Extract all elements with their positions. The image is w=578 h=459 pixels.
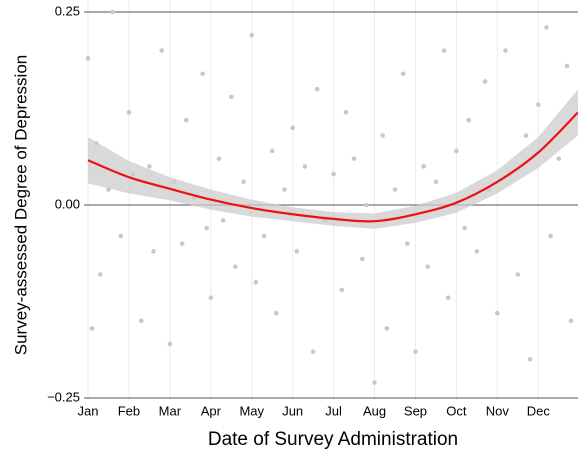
point <box>384 326 390 331</box>
point <box>482 79 488 84</box>
point <box>392 187 398 192</box>
point <box>249 32 255 38</box>
x-tick-label: Feb <box>118 403 140 418</box>
point <box>421 164 426 169</box>
point <box>159 48 164 53</box>
point <box>515 272 521 277</box>
point <box>208 295 214 300</box>
point <box>462 225 467 231</box>
point <box>372 380 377 385</box>
point <box>167 341 173 347</box>
point <box>228 94 234 100</box>
point <box>400 71 406 77</box>
point <box>200 71 205 77</box>
point <box>380 133 386 138</box>
x-tick-label: Jun <box>282 403 303 418</box>
point <box>568 318 574 324</box>
x-tick-label: Aug <box>363 403 386 418</box>
y-axis-label: Survey-assessed Degree of Depression <box>11 55 30 355</box>
point <box>204 225 210 231</box>
point <box>433 179 439 185</box>
point <box>290 125 295 131</box>
point <box>364 202 369 208</box>
x-tick-label: Apr <box>201 403 222 418</box>
x-tick-label: Jul <box>325 403 342 418</box>
x-tick-label: Oct <box>446 403 467 418</box>
point <box>454 148 459 154</box>
point <box>564 63 570 69</box>
x-tick-label: Jan <box>78 403 99 418</box>
smooth-line <box>87 111 578 223</box>
point <box>216 156 222 161</box>
point <box>241 179 246 185</box>
point <box>118 233 124 239</box>
point <box>126 110 132 115</box>
point <box>151 249 156 254</box>
point <box>343 110 349 115</box>
y-tick-label: 0.25 <box>55 3 80 18</box>
point <box>97 272 103 277</box>
point <box>351 156 357 161</box>
point <box>556 156 562 161</box>
point <box>544 25 549 30</box>
point <box>474 249 480 254</box>
point <box>89 326 95 331</box>
point <box>233 264 238 270</box>
x-tick-label: Mar <box>159 403 182 418</box>
point <box>183 117 189 123</box>
point <box>331 171 336 177</box>
point <box>269 148 275 154</box>
point <box>253 279 259 285</box>
y-tick-label: −0.25 <box>47 389 80 404</box>
x-axis-label: Date of Survey Administration <box>208 429 458 450</box>
y-tick-label: 0.00 <box>55 196 80 211</box>
point <box>359 256 365 262</box>
point <box>548 233 553 239</box>
point <box>413 349 418 354</box>
point <box>527 357 533 362</box>
point <box>445 295 451 300</box>
point <box>147 164 152 169</box>
point <box>535 102 541 107</box>
point <box>466 117 472 123</box>
point <box>220 218 226 223</box>
point <box>261 233 267 239</box>
point <box>302 164 308 169</box>
point <box>282 187 287 192</box>
point <box>294 249 300 254</box>
point <box>404 241 410 246</box>
x-tick-label: Sep <box>404 403 427 418</box>
point <box>138 318 144 324</box>
point <box>110 9 115 15</box>
point <box>310 349 316 354</box>
point <box>85 56 91 61</box>
point <box>503 48 508 53</box>
x-tick-label: May <box>239 403 264 418</box>
point <box>425 264 431 270</box>
point <box>441 48 447 53</box>
point <box>314 86 320 92</box>
confidence-band <box>88 89 578 229</box>
point <box>495 310 500 316</box>
x-tick-label: Nov <box>486 403 510 418</box>
point <box>523 133 529 138</box>
x-tick-label: Dec <box>527 403 551 418</box>
point <box>339 287 345 293</box>
point <box>179 241 185 246</box>
point <box>274 310 279 316</box>
